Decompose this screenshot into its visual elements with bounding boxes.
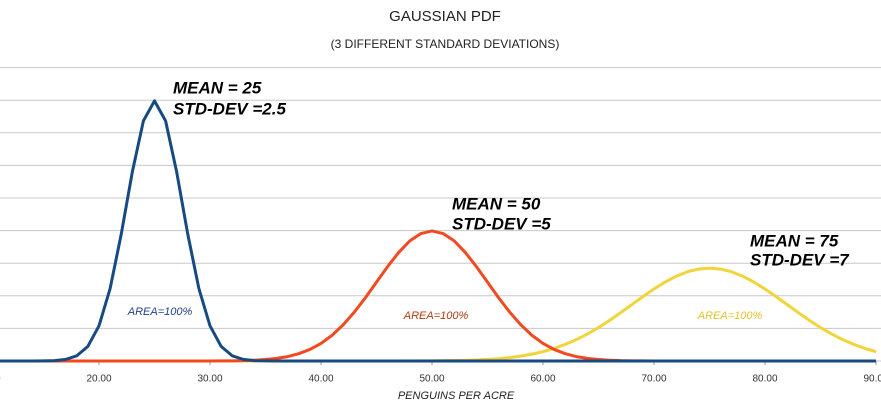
x-tick-label: 80.00 bbox=[752, 374, 777, 385]
annotation: MEAN = 75 bbox=[750, 231, 839, 250]
annotation: MEAN = 50 bbox=[452, 194, 541, 213]
x-tick-label: 10.00 bbox=[0, 374, 1, 385]
x-tick-label: 50.00 bbox=[419, 374, 444, 385]
chart-subtitle: (3 DIFFERENT STANDARD DEVIATIONS) bbox=[331, 37, 560, 51]
chart-title: GAUSSIAN PDF bbox=[389, 8, 501, 25]
annotation: STD-DEV =7 bbox=[750, 250, 850, 269]
annotation: MEAN = 25 bbox=[173, 78, 262, 97]
area-label: AREA=100% bbox=[403, 310, 469, 322]
x-tick-label: 30.00 bbox=[197, 374, 222, 385]
x-tick-label: 60.00 bbox=[530, 374, 555, 385]
x-tick-label: 20.00 bbox=[86, 374, 111, 385]
pdf-line bbox=[0, 99, 876, 363]
x-tick-label: 40.00 bbox=[308, 374, 333, 385]
x-tick-label: 70.00 bbox=[641, 374, 666, 385]
x-tick-label: 90.00 bbox=[863, 374, 881, 385]
annotation: STD-DEV =5 bbox=[452, 214, 551, 233]
annotation: STD-DEV =2.5 bbox=[173, 99, 286, 118]
area-label: AREA=100% bbox=[697, 310, 763, 322]
area-label: AREA=100% bbox=[127, 306, 193, 318]
x-axis-label: PENGUINS PER ACRE bbox=[398, 390, 515, 402]
